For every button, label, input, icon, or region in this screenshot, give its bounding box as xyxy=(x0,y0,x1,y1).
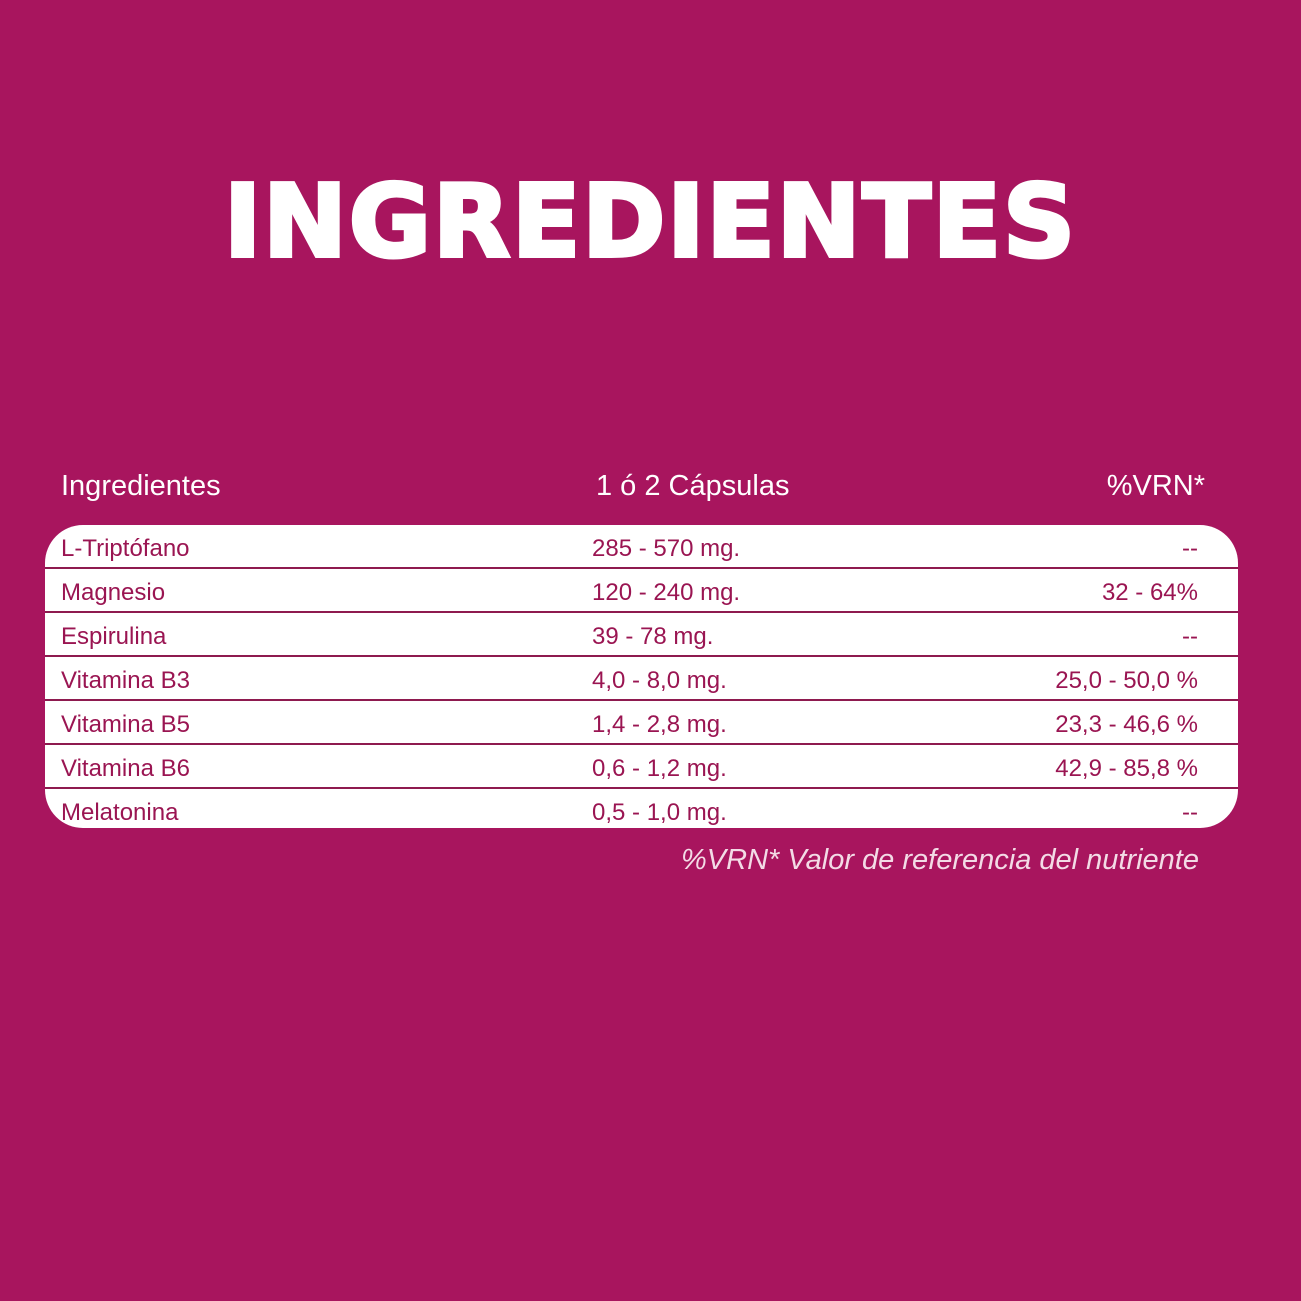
ingredient-name: Vitamina B6 xyxy=(61,755,190,782)
page-title: INGREDIENTES xyxy=(222,161,1078,282)
ingredient-vrn: -- xyxy=(1182,799,1198,826)
header-vrn: %VRN* xyxy=(1106,470,1205,502)
table-header: Ingredientes 1 ó 2 Cápsulas %VRN* xyxy=(0,466,1301,506)
table-row: Vitamina B5 1,4 - 2,8 mg. 23,3 - 46,6 % xyxy=(45,701,1238,745)
table-row: Vitamina B6 0,6 - 1,2 mg. 42,9 - 85,8 % xyxy=(45,745,1238,789)
ingredient-dose: 39 - 78 mg. xyxy=(592,623,714,650)
ingredient-name: Melatonina xyxy=(61,799,179,826)
ingredient-name: Magnesio xyxy=(61,579,166,606)
ingredient-name: L-Triptófano xyxy=(61,535,190,562)
ingredient-dose: 4,0 - 8,0 mg. xyxy=(592,667,727,694)
header-dose: 1 ó 2 Cápsulas xyxy=(596,470,790,502)
ingredient-dose: 0,6 - 1,2 mg. xyxy=(592,755,727,782)
table-row: Magnesio 120 - 240 mg. 32 - 64% xyxy=(45,569,1238,613)
ingredient-name: Vitamina B3 xyxy=(61,667,190,694)
table-row: Melatonina 0,5 - 1,0 mg. -- xyxy=(45,789,1238,828)
ingredient-name: Espirulina xyxy=(61,623,167,650)
ingredient-dose: 285 - 570 mg. xyxy=(592,535,741,562)
ingredient-vrn: -- xyxy=(1182,535,1198,562)
ingredient-dose: 0,5 - 1,0 mg. xyxy=(592,799,727,826)
ingredients-table: L-Triptófano 285 - 570 mg. -- Magnesio 1… xyxy=(45,525,1238,828)
ingredient-vrn: 25,0 - 50,0 % xyxy=(1055,667,1198,694)
header-ingredients: Ingredientes xyxy=(61,470,221,502)
table-row: Vitamina B3 4,0 - 8,0 mg. 25,0 - 50,0 % xyxy=(45,657,1238,701)
footnote: %VRN* Valor de referencia del nutriente xyxy=(681,844,1199,876)
ingredient-dose: 120 - 240 mg. xyxy=(592,579,741,606)
ingredient-dose: 1,4 - 2,8 mg. xyxy=(592,711,727,738)
ingredient-vrn: -- xyxy=(1182,623,1198,650)
ingredient-vrn: 23,3 - 46,6 % xyxy=(1055,711,1198,738)
ingredient-vrn: 32 - 64% xyxy=(1101,579,1198,606)
ingredient-name: Vitamina B5 xyxy=(61,711,190,738)
table-row: L-Triptófano 285 - 570 mg. -- xyxy=(45,525,1238,569)
table-row: Espirulina 39 - 78 mg. -- xyxy=(45,613,1238,657)
ingredient-vrn: 42,9 - 85,8 % xyxy=(1055,755,1198,782)
